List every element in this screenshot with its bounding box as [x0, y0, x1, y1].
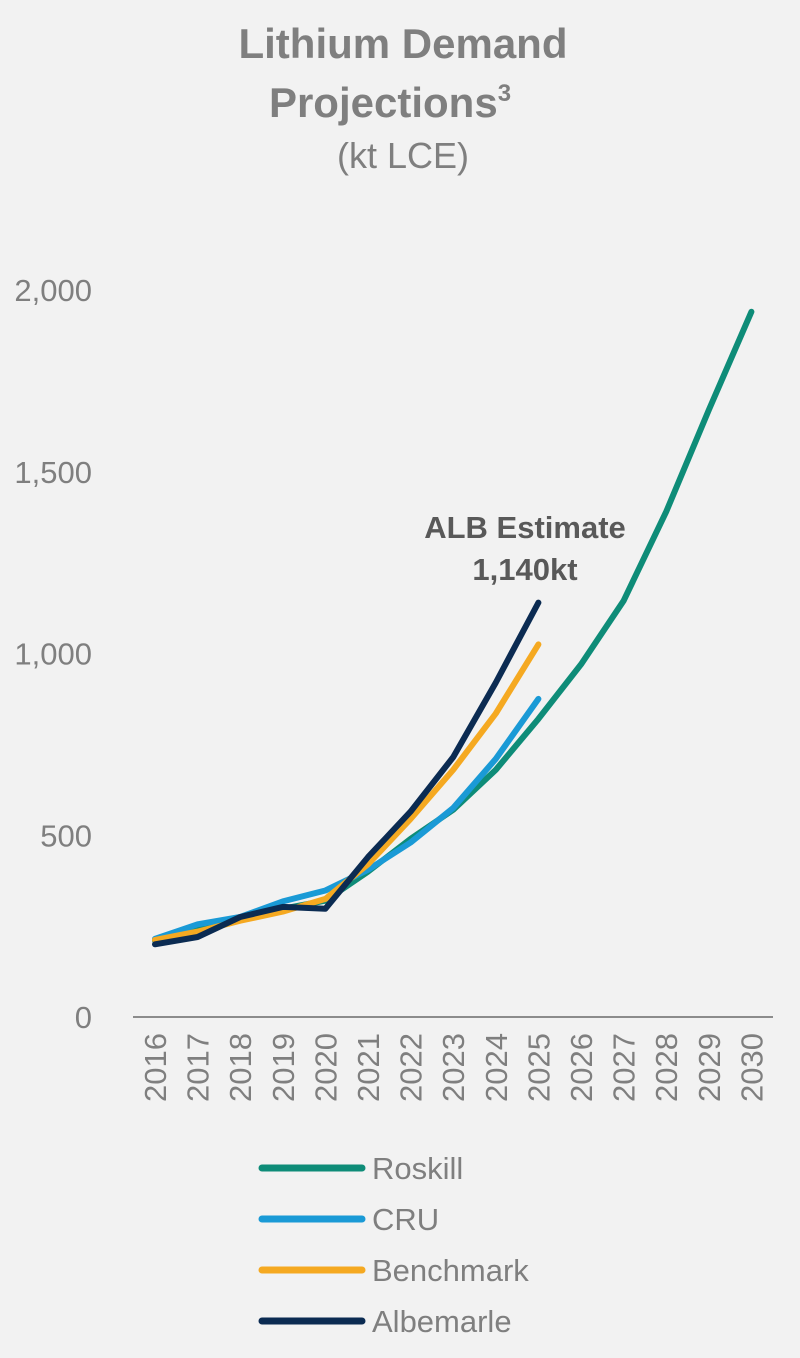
- y-tick-label: 1,500: [14, 455, 92, 490]
- x-tick-label: 2020: [308, 1033, 343, 1102]
- x-tick-label: 2029: [692, 1033, 727, 1102]
- y-tick-label: 1,000: [14, 637, 92, 672]
- series-line-roskill: [152, 308, 755, 944]
- x-tick-label: 2027: [607, 1033, 642, 1102]
- x-tick-label: 2017: [181, 1033, 216, 1102]
- x-tick-label: 2023: [436, 1033, 471, 1102]
- legend-label: CRU: [372, 1202, 439, 1237]
- legend-item: CRU: [258, 1202, 439, 1237]
- x-tick-label: 2021: [351, 1033, 386, 1102]
- legend-item: Benchmark: [258, 1253, 529, 1288]
- y-tick-label: 0: [75, 1000, 92, 1035]
- x-tick-label: 2028: [649, 1033, 684, 1102]
- series-line-benchmark: [152, 641, 542, 943]
- legend: Roskill CRU Benchmark Albemarle: [258, 1151, 529, 1339]
- y-tick-label: 500: [40, 818, 92, 853]
- x-axis-ticks: 2016 2017 2018 2019 2020 2021 2022 2023 2024 2025…: [138, 1033, 769, 1102]
- x-tick-label: 2026: [564, 1033, 599, 1102]
- x-tick-label: 2019: [266, 1033, 301, 1102]
- x-tick-label: 2016: [138, 1033, 173, 1102]
- chart-title-line2-text: Projections: [269, 79, 498, 126]
- legend-label: Roskill: [372, 1151, 463, 1186]
- annotation-line1: ALB Estimate: [424, 510, 626, 545]
- legend-item: Albemarle: [258, 1304, 512, 1339]
- y-tick-label: 2,000: [14, 273, 92, 308]
- legend-label: Albemarle: [372, 1304, 512, 1339]
- legend-label: Benchmark: [372, 1253, 529, 1288]
- chart-title-line2: Projections3: [269, 79, 511, 126]
- x-tick-label: 2018: [223, 1033, 258, 1102]
- series-lines: [152, 308, 755, 948]
- chart-title-line1: Lithium Demand: [238, 20, 567, 67]
- chart-subtitle: (kt LCE): [337, 135, 469, 176]
- series-line-albemarle: [152, 599, 542, 948]
- x-tick-label: 2025: [521, 1033, 556, 1102]
- x-tick-label: 2024: [479, 1033, 514, 1102]
- x-tick-label: 2022: [394, 1033, 429, 1102]
- legend-item: Roskill: [258, 1151, 463, 1186]
- annotation-line2: 1,140kt: [472, 552, 577, 587]
- chart-title-superscript: 3: [498, 80, 511, 107]
- y-axis-ticks: 0 500 1,000 1,500 2,000: [14, 273, 92, 1035]
- x-tick-label: 2030: [734, 1033, 769, 1102]
